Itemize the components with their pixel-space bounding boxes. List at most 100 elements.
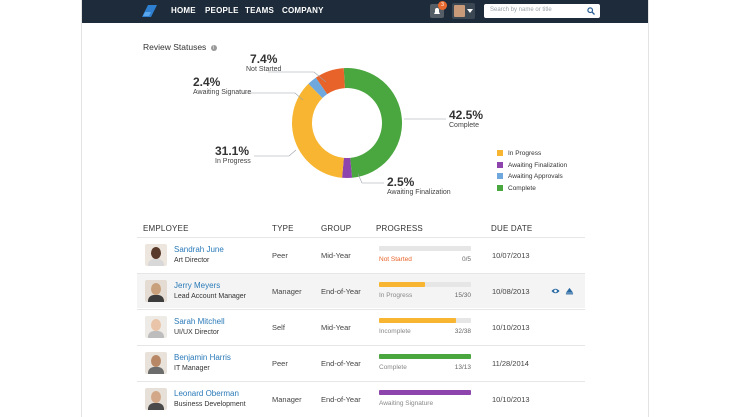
review-type: Self [272,323,285,332]
review-type: Manager [272,395,302,404]
due-date: 11/28/2014 [492,359,529,368]
employee-title: IT Manager [174,365,210,372]
legend-item: Complete [497,185,567,197]
employee-name[interactable]: Leonard Oberman [174,389,239,398]
legend-item: Awaiting Finalization [497,162,567,174]
search-input[interactable]: Search by name or title [484,4,600,18]
nav-teams[interactable]: TEAMS [245,6,274,15]
table-row[interactable]: Jerry Meyers Lead Account Manager Manage… [137,273,585,308]
callout-complete-pct: 42.5% [449,108,484,122]
employee-avatar [145,352,167,374]
legend-label: Awaiting Approvals [508,173,563,180]
donut-segment-in-progress[interactable] [292,83,344,178]
callout-awaiting-finalization: 2.5% Awaiting Finalization [387,175,451,196]
leader-line-awaiting-finalization [357,173,384,184]
legend-label: Awaiting Finalization [508,161,568,169]
header-group[interactable]: GROUP [321,224,352,233]
progress-cell: In Progress 15/30 [379,282,472,299]
progress-count: 13/13 [454,364,471,371]
signature-icon[interactable] [565,287,574,295]
progress-status: Complete [379,364,407,371]
leader-line-not-started [268,71,327,83]
legend-swatch [497,184,503,191]
table-row[interactable]: Leonard Oberman Business Development Man… [137,381,585,416]
progress-bar-fill [379,354,471,359]
employee-name[interactable]: Benjamin Harris [174,353,231,362]
eye-icon[interactable] [551,287,560,295]
employee-name[interactable]: Sarah Mitchell [174,317,225,326]
progress-count: 32/38 [454,328,471,335]
donut-segment-awaiting-signature[interactable] [308,77,328,99]
review-group: End-of-Year [321,287,361,296]
callout-in-progress-pct: 31.1% [215,144,250,158]
employee-avatar [145,244,167,266]
due-date: 10/10/2013 [492,395,530,404]
employee-avatar [145,388,167,410]
header-type[interactable]: TYPE [272,224,294,233]
progress-bar-fill [379,282,425,287]
progress-cell: Complete 13/13 [379,354,472,371]
user-menu-button[interactable] [452,3,475,19]
employee-avatar [145,280,167,302]
legend-item: In Progress [497,150,567,162]
progress-cell: Not Started 0/5 [379,246,472,263]
progress-bar [379,282,471,287]
nav-home[interactable]: HOME [171,6,196,15]
progress-count: 15/30 [454,292,471,299]
progress-count: 0/5 [461,256,471,263]
review-type: Peer [272,251,288,260]
avatar [454,5,465,17]
progress-bar [379,354,471,359]
donut-segment-complete[interactable] [343,68,402,178]
progress-bar-fill [379,390,471,395]
employee-name[interactable]: Jerry Meyers [174,281,221,290]
progress-status: Awaiting Signature [379,400,434,407]
progress-bar [379,246,471,251]
table-row[interactable]: Sandrah June Art Director Peer Mid-Year … [137,237,585,272]
notification-badge: 3 [438,1,447,10]
callout-awaiting-signature-label: Awaiting Signature [193,89,252,96]
review-status-donut [242,68,446,184]
progress-bar-fill [379,318,457,323]
leader-line-in-progress [254,149,297,157]
info-icon[interactable]: i [210,44,217,51]
due-date: 10/08/2013 [492,287,530,296]
leader-line-awaiting-signature [242,92,304,101]
review-type: Peer [272,359,288,368]
app-frame: HOME PEOPLE TEAMS COMPANY 3 Search by na… [81,0,649,417]
notifications-button[interactable]: 3 [430,1,447,18]
section-title-text: Review Statuses [143,42,207,52]
employee-title: Art Director [174,257,210,264]
callout-not-started-pct: 7.4% [250,52,278,66]
progress-bar [379,390,471,395]
legend-swatch [497,161,503,168]
progress-cell: Awaiting Signature [379,390,472,407]
callout-in-progress-label: In Progress [215,158,251,165]
header-progress[interactable]: PROGRESS [376,224,423,233]
search-icon[interactable] [587,7,595,15]
due-date: 10/07/2013 [492,251,530,260]
section-title: Review Statuses i [143,42,217,52]
nav-people[interactable]: PEOPLE [205,6,239,15]
employee-title: Lead Account Manager [174,293,246,300]
header-employee[interactable]: EMPLOYEE [143,224,189,233]
employee-name[interactable]: Sandrah June [174,245,224,254]
callout-awaiting-finalization-pct: 2.5% [387,175,415,189]
review-group: Mid-Year [321,323,351,332]
brand-logo[interactable] [139,2,159,20]
employee-title: UI/UX Director [174,329,220,336]
callout-not-started-label: Not Started [246,66,282,73]
header-due-date[interactable]: DUE DATE [491,224,533,233]
review-group: End-of-Year [321,395,361,404]
nav-company[interactable]: COMPANY [282,6,324,15]
review-type: Manager [272,287,302,296]
donut-segment-awaiting-finalization[interactable] [342,157,353,178]
table-row[interactable]: Sarah Mitchell UI/UX Director Self Mid-Y… [137,309,585,344]
legend-swatch [497,173,503,180]
table-row[interactable]: Benjamin Harris IT Manager Peer End-of-Y… [137,345,585,380]
legend-item: Awaiting Approvals [497,173,567,185]
callout-awaiting-signature: 2.4% Awaiting Signature [193,75,251,96]
donut-segment-not-started[interactable] [315,68,345,95]
legend-label: Complete [508,184,536,192]
